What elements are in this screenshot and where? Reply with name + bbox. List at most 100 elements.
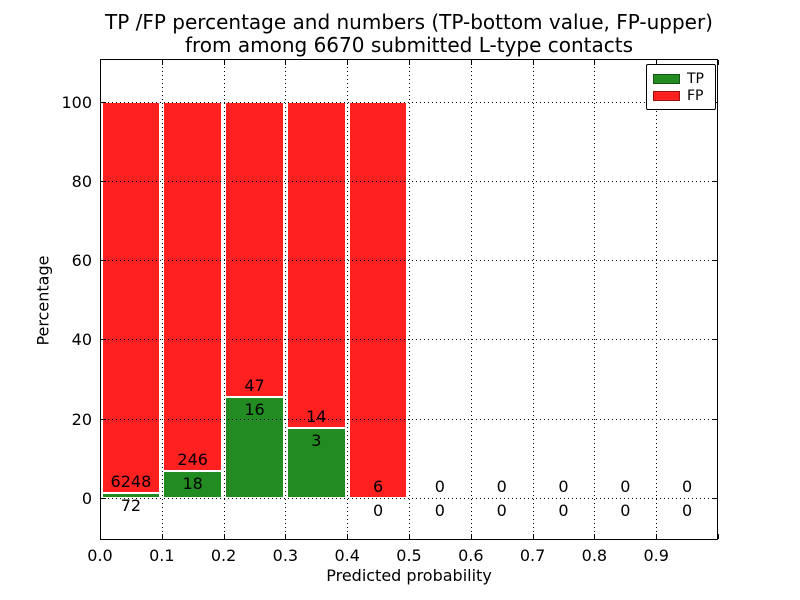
x-tick-label: 0.7 [519, 546, 546, 565]
bar-segment-tp [286, 428, 346, 498]
legend-label-tp: TP [687, 70, 704, 87]
h-gridline [100, 180, 718, 182]
x-tick-top [532, 60, 534, 65]
x-tick-bottom [532, 534, 534, 539]
x-tick-top [347, 60, 349, 65]
x-tick-top [161, 60, 163, 65]
x-tick-bottom [285, 534, 287, 539]
x-tick-label: 0.0 [87, 546, 113, 565]
bar-segment-fp [348, 101, 408, 498]
x-tick-label: 0.9 [643, 546, 669, 565]
x-tick-top [656, 60, 658, 65]
h-gridline [100, 418, 718, 420]
legend-entry-tp: TP [653, 70, 709, 87]
v-gridline [285, 59, 287, 540]
bar-segment-fp [101, 101, 161, 494]
bar-label-tp: 16 [244, 400, 265, 420]
bar-label-tp: 0 [682, 501, 693, 520]
x-tick-top [409, 60, 410, 65]
x-tick-top [223, 60, 225, 65]
legend-label-fp: FP [687, 87, 704, 104]
bar-label-fp: 6248 [110, 472, 152, 492]
v-gridline [532, 59, 534, 540]
y-tick-label: 0 [81, 489, 92, 508]
x-tick-label: 0.8 [581, 546, 608, 565]
bar-label-tp: 0 [496, 501, 507, 520]
x-tick-top [470, 60, 472, 65]
y-tick-label: 100 [61, 92, 92, 112]
bar-label-tp: 18 [182, 473, 203, 493]
bar-segment-tp [101, 493, 161, 498]
x-tick-bottom [347, 534, 349, 539]
bar-segment-fp [163, 101, 223, 471]
legend-entry-fp: FP [653, 87, 709, 104]
y-tick-left [101, 101, 106, 103]
x-tick-top [718, 60, 719, 65]
bar-segment-fp [225, 101, 284, 398]
y-tick-label: 40 [71, 330, 92, 350]
h-gridline [100, 339, 718, 341]
y-tick-label: 20 [71, 409, 92, 429]
y-tick-left [101, 339, 106, 341]
x-tick-top [100, 60, 101, 65]
x-tick-bottom [718, 534, 719, 539]
bar-label-fp: 246 [177, 449, 208, 469]
y-tick-left [101, 498, 106, 499]
chart-title-line1: TP /FP percentage and numbers (TP-bottom… [105, 10, 713, 34]
fp-color-swatch [653, 90, 680, 101]
x-tick-bottom [409, 534, 410, 539]
bar-label-tp: 3 [311, 431, 322, 451]
y-tick-right [712, 339, 717, 341]
v-gridline [656, 59, 658, 540]
y-tick-left [101, 260, 106, 262]
bar-label-fp: 0 [620, 477, 631, 496]
v-gridline [223, 59, 225, 540]
chart-title: TP /FP percentage and numbers (TP-bottom… [100, 11, 718, 57]
x-tick-bottom [100, 534, 101, 539]
x-tick-label: 0.4 [334, 546, 360, 565]
legend: TP FP [646, 64, 716, 110]
x-tick-label: 0.2 [210, 546, 237, 565]
v-gridline [409, 59, 410, 540]
y-tick-label: 60 [71, 251, 92, 271]
bar-label-fp: 47 [244, 376, 265, 396]
x-tick-bottom [656, 534, 658, 539]
y-tick-left [101, 418, 106, 420]
h-gridline [100, 260, 718, 262]
v-gridline [347, 59, 349, 540]
x-tick-label: 0.3 [272, 546, 299, 565]
x-tick-top [285, 60, 287, 65]
bar-segment-tp [225, 397, 284, 498]
chart-title-line2: from among 6670 submitted L-type contact… [184, 33, 634, 57]
bar-label-tp: 0 [620, 501, 631, 520]
y-tick-right [712, 498, 717, 499]
h-gridline [100, 498, 718, 499]
y-tick-right [712, 180, 717, 182]
y-tick-right [712, 418, 717, 420]
y-tick-left [101, 180, 106, 182]
x-tick-label: 0.6 [458, 546, 484, 565]
bar-label-fp: 6 [373, 477, 384, 496]
tp-color-swatch [653, 73, 680, 84]
x-tick-label: 0.5 [396, 546, 422, 565]
bar-label-fp: 0 [496, 477, 507, 496]
y-tick-right [712, 260, 717, 262]
bar-label-tp: 0 [558, 501, 569, 520]
x-tick-label: 0.1 [149, 546, 175, 565]
bar-label-tp: 72 [120, 496, 142, 516]
bar-label-fp: 0 [558, 477, 569, 496]
x-tick-bottom [594, 534, 596, 539]
x-tick-top [594, 60, 596, 65]
x-tick-bottom [161, 534, 163, 539]
v-gridline [594, 59, 596, 540]
v-gridline [161, 59, 163, 540]
h-gridline [100, 101, 718, 103]
bar-label-fp: 0 [434, 477, 445, 496]
x-tick-bottom [470, 534, 472, 539]
bar-label-tp: 0 [434, 501, 445, 520]
y-axis-label: Percentage [33, 255, 53, 346]
bar-label-tp: 0 [373, 501, 384, 520]
x-axis-label: Predicted probability [326, 566, 492, 585]
bar-label-fp: 0 [682, 477, 693, 496]
